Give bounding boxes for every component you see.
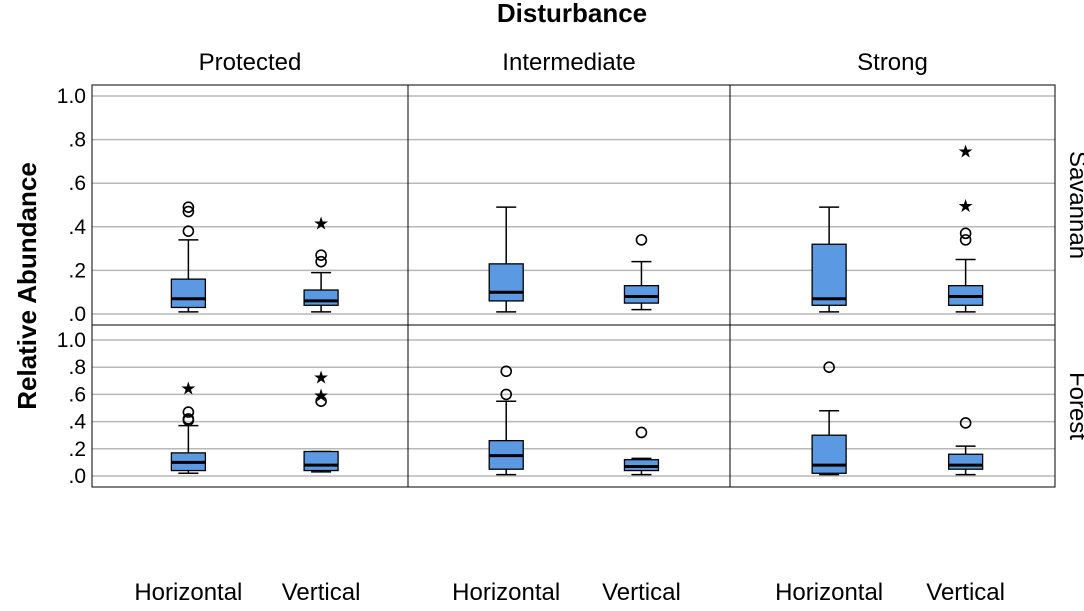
row-label-forest: Forest: [1064, 372, 1084, 440]
x-tick-label-vertical: Vertical: [926, 579, 1005, 606]
box-horizontal: [811, 206, 847, 313]
extreme-outlier-marker: ★: [958, 142, 974, 163]
panel-frame: [91, 84, 409, 326]
panel-frame: [729, 84, 1056, 326]
outlier-marker: [635, 426, 648, 439]
box-horizontal: [488, 206, 524, 313]
y-tick-label: .2: [68, 259, 86, 282]
outlier-marker: [315, 395, 327, 408]
outlier-marker: [635, 234, 648, 246]
panel-frame: [407, 84, 731, 326]
column-label-intermediate: Intermediate: [502, 49, 635, 76]
box-horizontal: ★: [170, 379, 207, 475]
outlier-marker: [959, 234, 972, 246]
box-horizontal: [811, 361, 847, 476]
box-vertical: [623, 426, 660, 476]
panel-frame: [407, 324, 731, 488]
iqr-box: [170, 278, 207, 309]
iqr-box: [947, 453, 984, 470]
iqr-box: [811, 434, 847, 474]
y-tick-label: .8: [68, 356, 86, 379]
box-horizontal: [488, 365, 524, 476]
extreme-outlier-marker: ★: [313, 385, 329, 406]
iqr-box: [811, 243, 847, 306]
gridlines-savannah: [92, 95, 1055, 315]
panel-forest-protected: ★ ★★: [170, 368, 339, 475]
column-label-protected: Protected: [199, 49, 302, 76]
y-tick-label: .8: [68, 129, 86, 152]
panel-savannah-protected: ★: [170, 201, 339, 313]
y-tick-label: 1.0: [57, 329, 86, 352]
y-tick-label: .4: [68, 216, 86, 239]
x-tick-label-vertical: Vertical: [602, 579, 681, 606]
panel-forest-strong: [811, 361, 984, 476]
x-tick-label-horizontal: Horizontal: [452, 579, 560, 606]
outlier-marker: [500, 365, 513, 378]
iqr-box: [488, 263, 524, 302]
box-vertical: [623, 234, 660, 311]
outlier-marker: [182, 413, 195, 425]
y-tick-label: .6: [68, 172, 86, 195]
box-vertical: [947, 417, 984, 476]
outlier-marker: [315, 249, 327, 261]
gridlines-forest: [92, 339, 1055, 477]
y-tick-label: 1.0: [57, 85, 86, 108]
panel-savannah-intermediate: [488, 206, 660, 313]
extreme-outlier-marker: ★: [313, 368, 329, 389]
panel-frame: [91, 324, 409, 488]
chart-title: Disturbance: [497, 0, 647, 28]
iqr-box: [303, 450, 339, 472]
outlier-marker: [182, 225, 195, 237]
panel-forest-intermediate: [488, 365, 660, 476]
row-label-savannah: Savannah: [1064, 151, 1084, 259]
outlier-marker: [500, 388, 513, 401]
iqr-box: [303, 289, 339, 306]
outlier-marker: [182, 205, 195, 218]
outlier-marker: [315, 255, 327, 268]
outlier-marker: [959, 227, 972, 240]
outlier-marker: [959, 417, 972, 429]
x-tick-label-vertical: Vertical: [282, 579, 361, 606]
extreme-outlier-marker: ★: [313, 213, 329, 234]
y-tick-label: .6: [68, 383, 86, 406]
box-vertical: ★★: [947, 142, 984, 313]
panel-savannah-strong: ★★: [811, 142, 984, 313]
box-vertical: ★★: [303, 368, 339, 473]
y-tick-label: .4: [68, 411, 86, 434]
y-tick-label: .0: [68, 465, 86, 488]
extreme-outlier-marker: ★: [180, 379, 196, 400]
column-label-strong: Strong: [857, 49, 928, 76]
y-axis-label: Relative Abundance: [12, 162, 42, 410]
panel-frame: [729, 324, 1056, 488]
box-horizontal: [170, 201, 207, 313]
y-tick-label: .2: [68, 438, 86, 461]
iqr-box: [623, 285, 660, 304]
extreme-outlier-marker: ★: [958, 196, 974, 217]
y-tick-label: .0: [68, 303, 86, 326]
outlier-marker: [182, 201, 195, 213]
x-tick-label-horizontal: Horizontal: [775, 579, 883, 606]
panel-frames: [91, 84, 1056, 488]
x-tick-label-horizontal: Horizontal: [134, 579, 242, 606]
outlier-marker: [182, 406, 195, 418]
box-vertical: ★: [303, 213, 339, 313]
outlier-marker: [823, 361, 835, 374]
